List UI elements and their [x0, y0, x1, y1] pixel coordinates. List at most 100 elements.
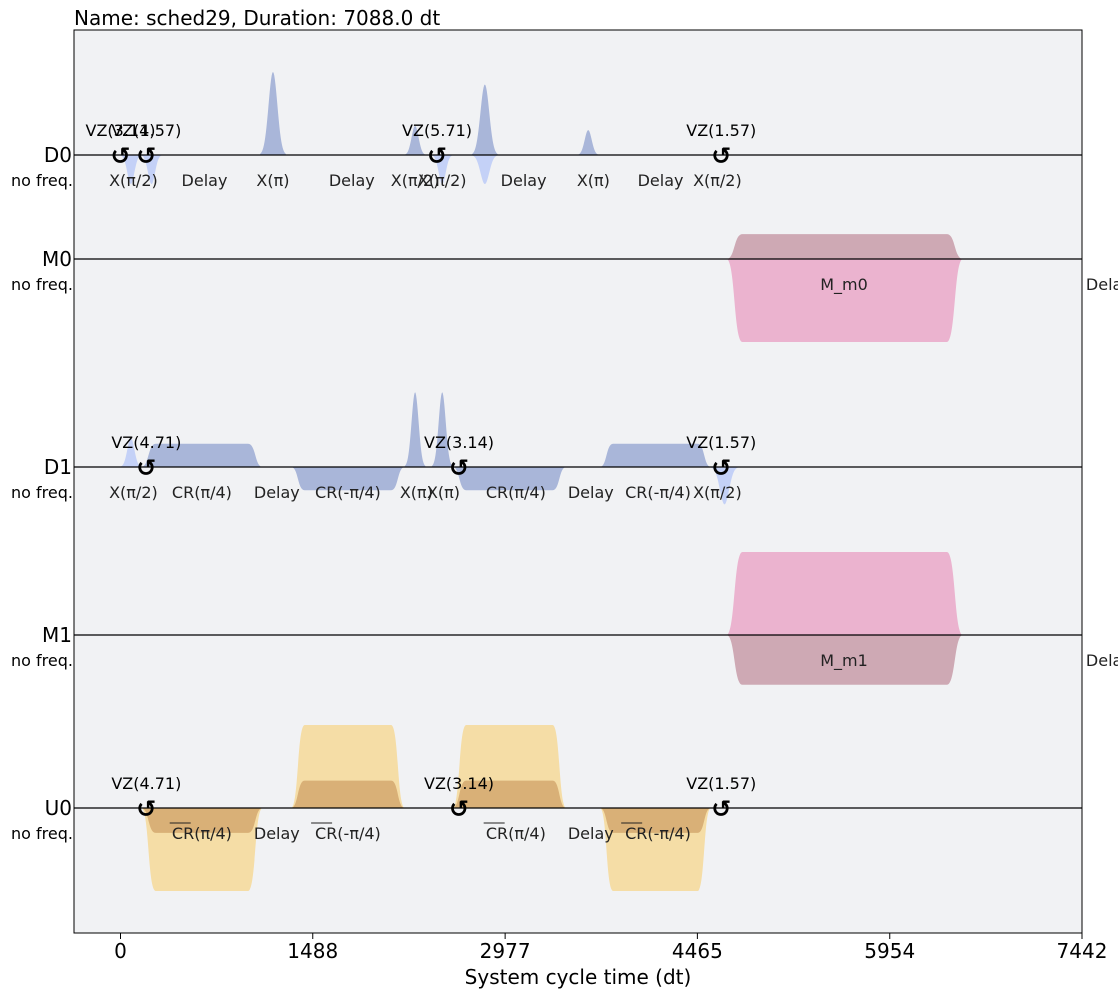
pulse-D1-0	[120, 437, 142, 467]
vz-symbol-U0-1: ↺	[449, 795, 469, 823]
vz-symbol-D0-0: ↺	[110, 142, 130, 170]
vz-label-D1-1: VZ(3.14)	[424, 433, 494, 452]
instruction-label-D0-6: Delay	[501, 171, 547, 190]
channel-M0: M0 no freq. M_m0 Delay	[11, 234, 1118, 342]
channel-freq-D1: no freq.	[11, 483, 73, 502]
pulse-M1-1	[726, 635, 963, 685]
instruction-label-U0-1: Delay	[254, 824, 300, 843]
x-axis: 0 1488 2977 4465 5954 7442	[114, 933, 1107, 963]
instruction-label-D0-3: Delay	[329, 171, 375, 190]
pulse-D0-5	[471, 84, 498, 155]
instruction-label-D0-2: X(π)	[256, 171, 289, 190]
instruction-label-U0-5: CR(-π/4)	[625, 824, 691, 843]
pulse-U0-3	[291, 780, 405, 808]
pulse-U0-1	[141, 808, 263, 833]
vz-label-D0-0: VZ(3.14)	[86, 121, 156, 140]
channel-name-D1: D1	[44, 455, 72, 479]
plot-area	[73, 29, 1083, 934]
instruction-label-U0-2: CR(-π/4)	[315, 824, 381, 843]
instruction-label-U0-0: CR(π/4)	[172, 824, 232, 843]
vz-symbol-D0-2: ↺	[427, 142, 447, 170]
instruction-label-D1-3: CR(-π/4)	[315, 483, 381, 502]
pulse-D1-6	[599, 443, 711, 467]
pulse-U0-5	[452, 780, 567, 808]
vz-symbol-D1-1: ↺	[449, 454, 469, 482]
pulse-D0-3	[404, 125, 426, 155]
pulse-D1-4	[431, 392, 453, 467]
channel-name-U0: U0	[45, 796, 72, 820]
vz-label-U0-1: VZ(3.14)	[424, 774, 494, 793]
pulse-D1-5	[452, 467, 567, 491]
vz-label-U0-2: VZ(1.57)	[686, 774, 756, 793]
x-tick-label-5: 7442	[1057, 939, 1108, 963]
channel-name-D0: D0	[44, 143, 72, 167]
instruction-label-D0-1: Delay	[182, 171, 228, 190]
vz-label-D0-3: VZ(1.57)	[686, 121, 756, 140]
instruction-label-D1-0: X(π/2)	[109, 483, 158, 502]
instruction-label-D0-9: X(π/2)	[693, 171, 742, 190]
pulse-D0-6	[471, 155, 498, 185]
channel-D1: D1 no freq. ↺ VZ(4.71) ↺ VZ(3.14) ↺ VZ(1.57) X(π…	[11, 392, 1082, 505]
channel-freq-M0: no freq.	[11, 275, 73, 294]
pulse-M1-0	[726, 552, 963, 635]
instruction-label-U0-4: Delay	[568, 824, 614, 843]
x-tick-label-2: 2977	[480, 939, 531, 963]
x-tick-label-4: 5954	[864, 939, 915, 963]
pulse-D1-3	[404, 392, 426, 467]
pulse-M0-0	[726, 234, 963, 259]
channel-U0: U0 no freq. ↺ VZ(4.71) ↺ VZ(3.14) ↺ VZ(1.57) CR(…	[11, 725, 1082, 891]
instruction-label-D1-6: CR(π/4)	[486, 483, 546, 502]
pulse-M0-1	[726, 259, 963, 342]
pulse-D0-1	[141, 155, 162, 185]
vz-symbol-D0-3: ↺	[711, 142, 731, 170]
channel-name-M1: M1	[42, 623, 72, 647]
x-axis-label: System cycle time (dt)	[465, 965, 692, 989]
x-tick-label-1: 1488	[287, 939, 338, 963]
channel-freq-U0: no freq.	[11, 824, 73, 843]
instruction-label-D1-5: X(π)	[427, 483, 460, 502]
instruction-label-D1-1: CR(π/4)	[172, 483, 232, 502]
chart-title: Name: sched29, Duration: 7088.0 dt	[74, 6, 440, 30]
instruction-label-M0-1: Delay	[1086, 275, 1118, 294]
vz-symbol-D0-1: ↺	[136, 142, 156, 170]
pulse-D1-1	[141, 443, 263, 467]
channel-freq-M1: no freq.	[11, 651, 73, 670]
x-tick-label-0: 0	[114, 939, 127, 963]
instruction-label-D1-4: X(π)	[400, 483, 433, 502]
vz-symbol-U0-0: ↺	[136, 795, 156, 823]
instruction-label-M1-0: M_m1	[820, 651, 868, 671]
instruction-label-D1-8: CR(-π/4)	[625, 483, 691, 502]
channels-layer: D0 no freq. ↺ VZ(3.14) ↺ VZ(1.57) ↺ VZ(5.71) ↺ VZ…	[11, 72, 1118, 891]
instruction-label-M1-1: Delay	[1086, 651, 1118, 670]
vz-symbol-U0-2: ↺	[711, 795, 731, 823]
instruction-label-D1-7: Delay	[568, 483, 614, 502]
instruction-label-D0-4: X(π/2)	[391, 171, 440, 190]
instruction-label-D0-8: Delay	[638, 171, 684, 190]
pulse-U0-7	[599, 808, 711, 833]
vz-symbol-D1-0: ↺	[136, 454, 156, 482]
channel-M1: M1 no freq. M_m1 Delay	[11, 552, 1118, 685]
pulse-D0-4	[431, 155, 453, 185]
vz-label-U0-0: VZ(4.71)	[111, 774, 181, 793]
instruction-label-D1-9: X(π/2)	[693, 483, 742, 502]
instruction-label-U0-3: CR(π/4)	[486, 824, 546, 843]
channel-freq-D0: no freq.	[11, 171, 73, 190]
vz-label-D0-1: VZ(1.57)	[111, 121, 181, 140]
channel-name-M0: M0	[42, 247, 72, 271]
vz-label-D1-0: VZ(4.71)	[111, 433, 181, 452]
x-tick-label-3: 4465	[672, 939, 723, 963]
instruction-label-D0-7: X(π)	[577, 171, 610, 190]
vz-label-D0-2: VZ(5.71)	[402, 121, 472, 140]
instruction-label-D0-0: X(π/2)	[109, 171, 158, 190]
instruction-label-D0-5: X(π/2)	[418, 171, 467, 190]
pulse-D0-7	[577, 130, 599, 155]
pulse-D0-0	[120, 155, 142, 185]
instruction-label-M0-0: M_m0	[820, 275, 868, 295]
pulse-D1-2	[291, 467, 405, 491]
vz-symbol-D1-2: ↺	[711, 454, 731, 482]
pulse-D1-7	[710, 467, 739, 505]
pulse-D0-2	[260, 72, 286, 155]
channel-D0: D0 no freq. ↺ VZ(3.14) ↺ VZ(1.57) ↺ VZ(5.71) ↺ VZ…	[11, 72, 1082, 190]
vz-label-D1-2: VZ(1.57)	[686, 433, 756, 452]
